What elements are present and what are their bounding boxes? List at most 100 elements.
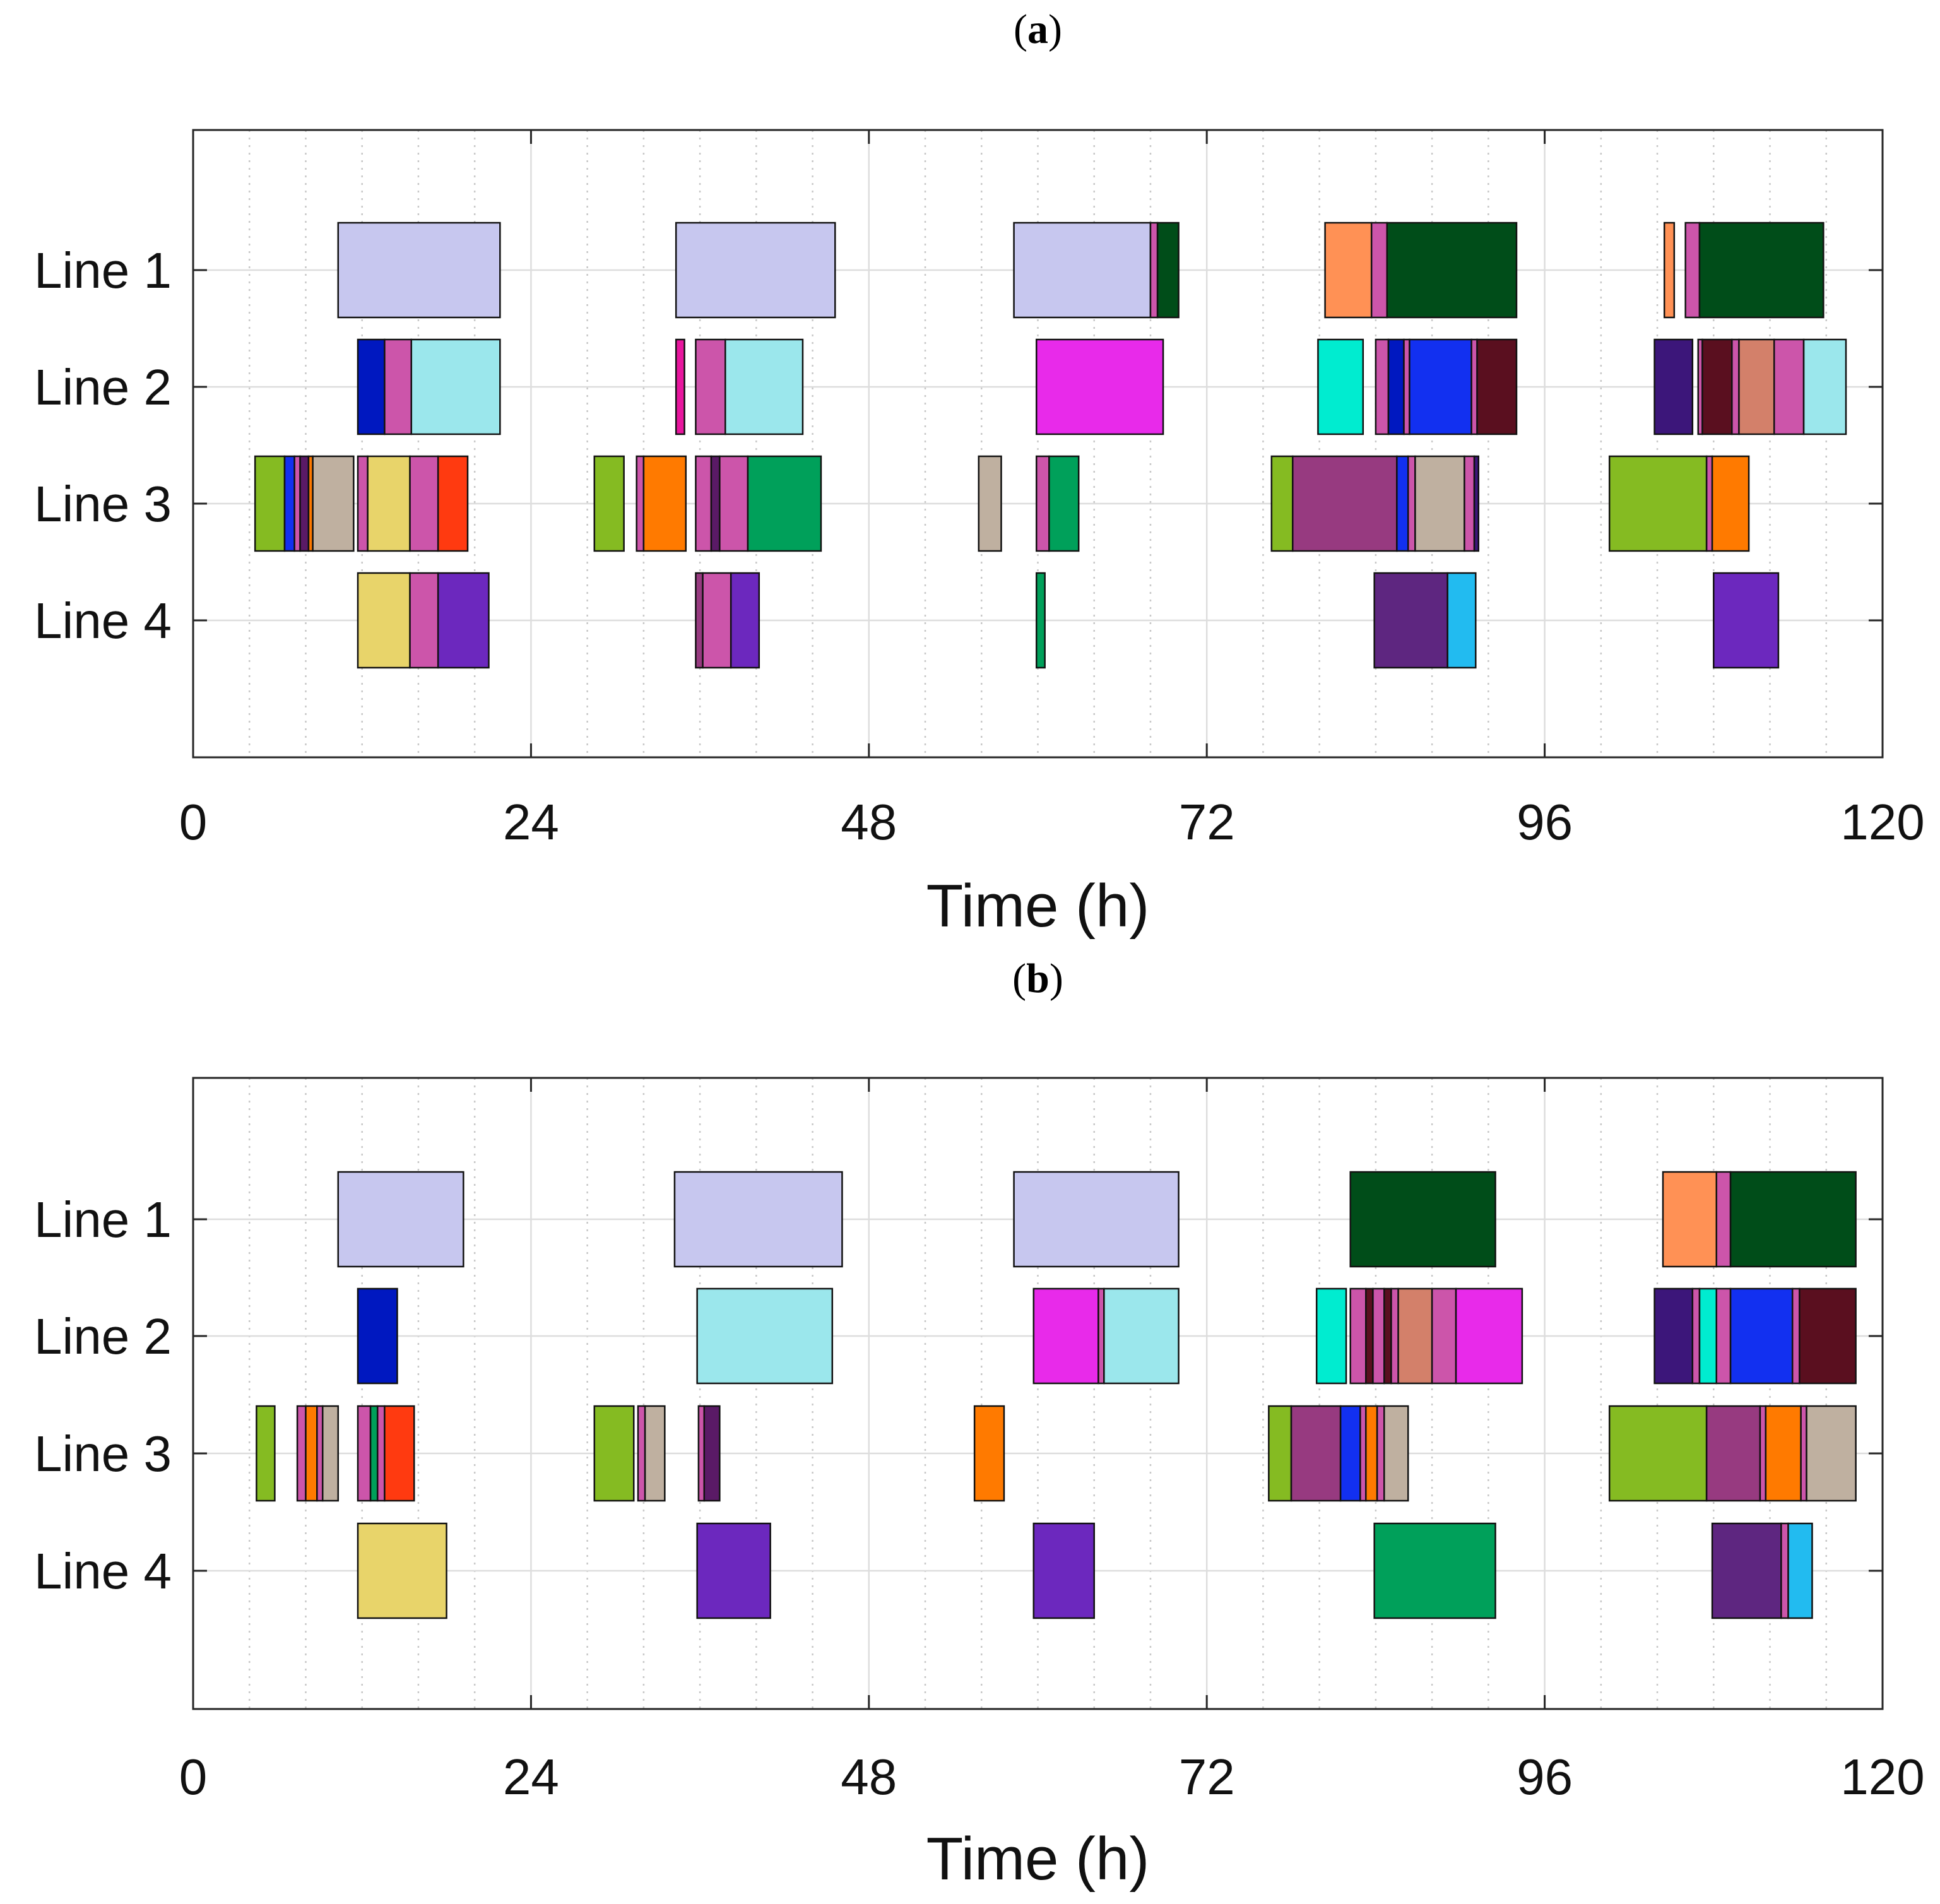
task-bar [293,455,301,552]
task-bar [1662,1171,1718,1268]
task-bar [719,455,749,552]
task-bar [1290,1405,1342,1502]
task-bar [1799,1287,1857,1385]
task-bar [357,455,369,552]
task-bar [1653,338,1694,435]
task-bar [1663,222,1676,319]
task-bar [299,455,310,552]
task-bar [1370,222,1388,319]
task-bar [1375,338,1390,435]
task-bar [1802,338,1847,435]
task-bar [696,1287,834,1385]
task-bar [710,455,721,552]
task-bar [357,1522,447,1619]
task-bar [1390,1287,1399,1385]
task-bar [357,572,411,669]
task-bar [1268,1405,1292,1502]
task-bar [1738,338,1775,435]
row-label: Line 2 [34,359,172,415]
task-bar [1787,1522,1813,1619]
task-bar [1013,222,1152,319]
row-label: Line 4 [34,593,172,649]
task-bar [644,1405,666,1502]
task-bar [384,338,413,435]
task-bar [1729,1171,1857,1268]
task-bar [593,455,625,552]
task-bar [1729,1287,1794,1385]
task-bar [1698,1287,1718,1385]
row-label: Line 1 [34,1191,172,1248]
task-bar [1780,1522,1789,1619]
task-bar [410,338,501,435]
task-bar [337,1171,464,1268]
task-bar [1765,1405,1802,1502]
task-bar [1292,455,1398,552]
task-bar [1149,222,1159,319]
task-bar [1653,1287,1694,1385]
task-bar [321,1405,340,1502]
x-tick-label: 24 [503,1749,559,1805]
task-bar [1414,455,1465,552]
task-bar [1731,338,1740,435]
task-bar [1156,222,1180,319]
task-bar [1324,222,1373,319]
x-tick-label: 96 [1517,1749,1573,1805]
task-bar [357,338,386,435]
task-bar [1036,338,1164,435]
task-bar [730,572,760,669]
task-bar [1407,455,1416,552]
x-axis-title: Time (h) [926,872,1150,940]
row-label: Line 2 [34,1308,172,1364]
task-bar [1455,1287,1523,1385]
task-bar [1315,1287,1347,1385]
task-bar [637,1405,646,1502]
task-bar [1711,455,1750,552]
task-bar [1705,455,1713,552]
task-bar [1446,572,1477,669]
task-bar [1705,1405,1761,1502]
task-bar [1349,1171,1496,1268]
task-bar [1800,1405,1807,1502]
task-bar [1036,572,1046,669]
task-bar [695,455,713,552]
task-bar [1372,1287,1385,1385]
task-bar [695,338,726,435]
task-bar [409,455,439,552]
task-bar [1403,338,1411,435]
task-bar [312,455,355,552]
task-bar [673,1171,843,1268]
x-tick-label: 72 [1179,1749,1235,1805]
task-bar [1376,1405,1385,1502]
task-bar [1270,455,1294,552]
task-bar [1036,455,1050,552]
task-bar [1387,338,1405,435]
task-bar [1097,1287,1105,1385]
x-tick-label: 48 [841,794,897,850]
task-bar [1473,455,1480,552]
task-bar [437,572,490,669]
task-bar [1759,1405,1767,1502]
task-bar [747,455,822,552]
task-bar [702,572,732,669]
task-bar [703,1405,721,1502]
row-label: Line 1 [34,242,172,299]
task-bar [1013,1171,1180,1268]
task-bar [254,455,286,552]
x-tick-label: 96 [1517,794,1573,850]
task-bar [1684,222,1701,319]
x-tick-label: 0 [179,1749,208,1805]
panel-b: (b) 0 24 48 72 96 120 Line 1 Line 2 Line 3 Line 4 T… [34,955,1925,1893]
task-bar [357,1287,398,1385]
task-bar [1365,1287,1374,1385]
task-bar [1470,338,1478,435]
panel-a: (a) 0 24 48 72 96 120 Line 1 Line 2 Line 3 Line 4 T… [34,6,1925,940]
x-tick-label: 48 [841,1749,897,1805]
task-bar [1048,455,1080,552]
task-bar [1773,338,1805,435]
task-bar [1386,222,1518,319]
task-bar [1608,1405,1708,1502]
task-bar [1397,1287,1433,1385]
task-bar [357,1405,372,1502]
task-bar [316,1405,324,1502]
